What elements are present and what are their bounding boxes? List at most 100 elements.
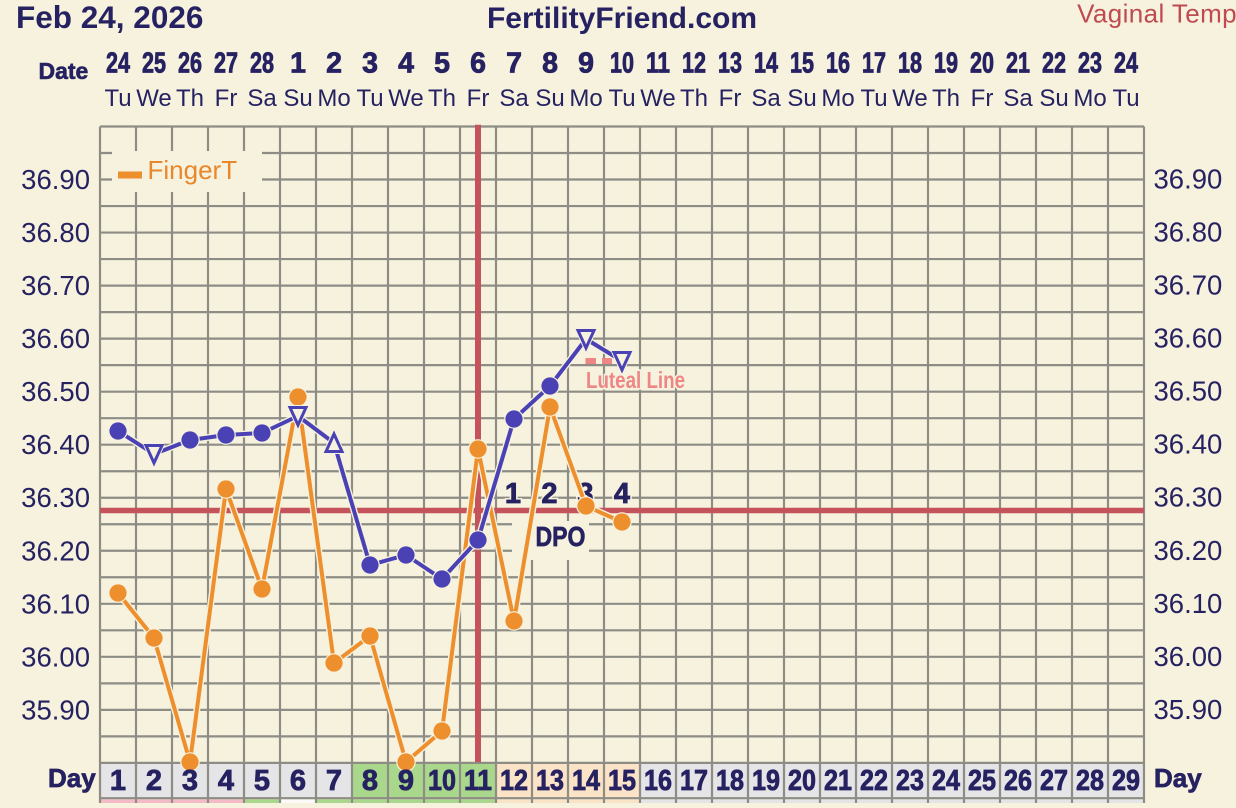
svg-text:36.30: 36.30 [21, 482, 90, 513]
svg-text:22: 22 [1042, 48, 1066, 80]
svg-text:9: 9 [578, 48, 594, 80]
svg-text:36.70: 36.70 [21, 270, 90, 301]
svg-text:8: 8 [542, 48, 558, 80]
svg-text:16: 16 [826, 48, 850, 80]
svg-text:3: 3 [182, 765, 198, 797]
svg-text:28: 28 [250, 48, 274, 80]
svg-text:27: 27 [1040, 765, 1068, 797]
svg-text:13: 13 [718, 48, 742, 80]
svg-text:15: 15 [608, 765, 636, 797]
svg-text:18: 18 [716, 765, 744, 797]
svg-text:21: 21 [824, 765, 852, 797]
svg-text:Th: Th [680, 85, 708, 112]
svg-text:6: 6 [470, 48, 486, 80]
svg-text:36.40: 36.40 [21, 429, 90, 460]
svg-text:Th: Th [428, 85, 456, 112]
svg-text:Su: Su [1039, 85, 1068, 112]
svg-text:27: 27 [214, 48, 238, 80]
svg-text:Mo: Mo [821, 85, 854, 112]
svg-text:36.50: 36.50 [1154, 376, 1223, 407]
svg-text:Day: Day [48, 763, 96, 793]
svg-text:4: 4 [614, 478, 630, 510]
svg-text:We: We [640, 85, 676, 112]
svg-text:36.20: 36.20 [21, 535, 90, 566]
svg-text:8: 8 [362, 765, 378, 797]
svg-text:Fr: Fr [467, 85, 490, 112]
svg-text:14: 14 [572, 765, 600, 797]
svg-text:28: 28 [1076, 765, 1104, 797]
svg-text:Luteal Line: Luteal Line [586, 367, 685, 393]
svg-text:FertilityFriend.com: FertilityFriend.com [487, 2, 757, 35]
svg-text:18: 18 [898, 48, 922, 80]
svg-text:35.90: 35.90 [1154, 694, 1223, 725]
svg-text:Vaginal Temp: Vaginal Temp [1077, 0, 1236, 29]
svg-text:36.30: 36.30 [1154, 482, 1223, 513]
svg-text:7: 7 [326, 765, 342, 797]
svg-text:Su: Su [283, 85, 312, 112]
svg-text:36.20: 36.20 [1154, 535, 1223, 566]
svg-text:2: 2 [326, 48, 342, 80]
svg-text:20: 20 [970, 48, 994, 80]
svg-text:Tu: Tu [104, 85, 131, 112]
svg-text:19: 19 [934, 48, 958, 80]
svg-text:Luteal Line: Luteal Line [586, 367, 685, 393]
svg-text:3: 3 [362, 48, 378, 80]
svg-text:21: 21 [1006, 48, 1030, 80]
svg-text:1: 1 [505, 478, 521, 510]
svg-text:13: 13 [536, 765, 564, 797]
svg-text:We: We [892, 85, 928, 112]
svg-text:14: 14 [754, 48, 778, 80]
svg-text:We: We [388, 85, 424, 112]
svg-text:15: 15 [790, 48, 814, 80]
svg-text:23: 23 [896, 765, 924, 797]
svg-text:10: 10 [428, 765, 456, 797]
svg-text:5: 5 [434, 48, 450, 80]
svg-text:5: 5 [254, 765, 270, 797]
svg-text:11: 11 [464, 765, 492, 797]
svg-text:24: 24 [1114, 48, 1138, 80]
svg-text:Mo: Mo [1073, 85, 1106, 112]
svg-text:Tu: Tu [1112, 85, 1139, 112]
svg-text:Sa: Sa [499, 85, 529, 112]
svg-text:Fr: Fr [971, 85, 994, 112]
svg-text:Sa: Sa [1003, 85, 1033, 112]
svg-text:17: 17 [862, 48, 886, 80]
svg-text:36.90: 36.90 [21, 164, 90, 195]
svg-text:22: 22 [860, 765, 888, 797]
svg-text:Tu: Tu [356, 85, 383, 112]
svg-text:2: 2 [541, 478, 557, 510]
svg-text:Day: Day [1154, 763, 1202, 793]
svg-text:Su: Su [535, 85, 564, 112]
svg-text:Mo: Mo [569, 85, 602, 112]
svg-text:Su: Su [787, 85, 816, 112]
svg-text:36.00: 36.00 [21, 641, 90, 672]
svg-text:Sa: Sa [751, 85, 781, 112]
svg-text:24: 24 [932, 765, 960, 797]
svg-text:36.90: 36.90 [1154, 164, 1223, 195]
svg-text:Sa: Sa [247, 85, 277, 112]
svg-text:4: 4 [398, 48, 414, 80]
svg-text:36.10: 36.10 [1154, 588, 1223, 619]
svg-text:1: 1 [505, 478, 521, 510]
svg-text:36.00: 36.00 [1154, 641, 1223, 672]
svg-text:Date: Date [39, 58, 89, 84]
svg-text:19: 19 [752, 765, 780, 797]
svg-text:Fr: Fr [215, 85, 238, 112]
svg-text:6: 6 [290, 765, 306, 797]
svg-text:25: 25 [968, 765, 996, 797]
svg-text:2: 2 [541, 478, 557, 510]
svg-text:26: 26 [178, 48, 202, 80]
svg-text:36.60: 36.60 [21, 323, 90, 354]
svg-text:12: 12 [682, 48, 706, 80]
svg-text:10: 10 [610, 48, 634, 80]
svg-text:36.40: 36.40 [1154, 429, 1223, 460]
svg-text:36.70: 36.70 [1154, 270, 1223, 301]
svg-text:9: 9 [398, 765, 414, 797]
svg-text:1: 1 [110, 765, 126, 797]
svg-text:29: 29 [1112, 765, 1140, 797]
svg-text:7: 7 [506, 48, 522, 80]
svg-text:12: 12 [500, 765, 528, 797]
svg-text:DPO: DPO [536, 521, 586, 552]
svg-text:36.80: 36.80 [1154, 217, 1223, 248]
svg-text:17: 17 [680, 765, 708, 797]
